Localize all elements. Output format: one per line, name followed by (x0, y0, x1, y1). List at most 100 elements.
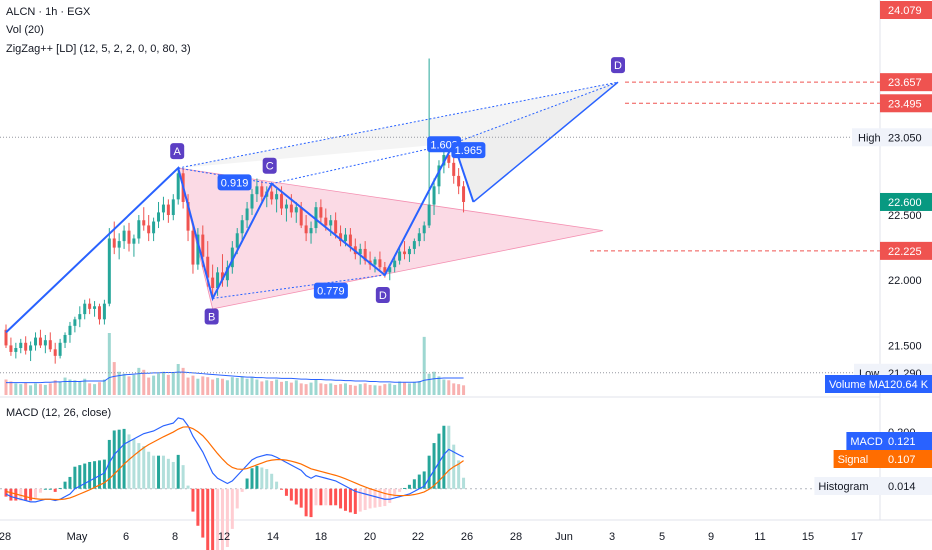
candle-body (107, 238, 111, 304)
histogram-bar (437, 433, 441, 489)
histogram-bar (427, 455, 431, 489)
candle-body (393, 260, 397, 268)
histogram-bar (191, 488, 195, 512)
histogram-tag-value: 0.014 (888, 481, 916, 493)
price-tick: 22.500 (888, 210, 922, 222)
volume-bar (388, 383, 392, 395)
volume-bar (235, 377, 239, 395)
volume-bar (58, 381, 62, 395)
volume-legend[interactable]: Vol (20) (6, 24, 44, 36)
pivot-d: D (379, 290, 387, 302)
histogram-bar (122, 428, 126, 489)
time-axis[interactable]: 28 May 6 8 12 14 18 20 22 26 28 Jun 3 5 9 11 15 17 (0, 531, 863, 543)
histogram-bar (225, 488, 229, 548)
time-tick: 22 (412, 531, 424, 543)
candle-body (343, 234, 347, 242)
macd-line (5, 417, 464, 503)
histogram-bar (289, 488, 293, 501)
volume-bar (299, 383, 303, 395)
volume-bar (9, 381, 13, 395)
candle-body (457, 175, 461, 187)
histogram-bar (24, 488, 28, 501)
time-tick: 28 (510, 531, 522, 543)
volume-bar (34, 383, 38, 395)
candle-body (132, 238, 136, 244)
candle-body (93, 306, 97, 309)
zigzag-legend[interactable]: ZigZag++ [LD] (12, 5, 2, 2, 0, 0, 80, 3) (6, 43, 191, 55)
symbol-legend[interactable]: ALCN · 1h · EGX (6, 6, 91, 18)
histogram-bar (196, 488, 200, 526)
histogram-bar (211, 488, 215, 550)
candle-body (102, 303, 106, 320)
candle-body (34, 337, 38, 346)
price-tag-last-bg (880, 192, 932, 211)
macd-legend[interactable]: MACD (12, 26, close) (6, 407, 112, 419)
volume-bar (97, 382, 101, 395)
candle-body (186, 201, 190, 231)
histogram-bar (457, 460, 461, 489)
candle-body (235, 233, 239, 248)
histogram-bar (299, 488, 303, 508)
histogram-bar (147, 451, 151, 489)
time-tick: May (67, 531, 88, 543)
volume-bar (216, 377, 220, 395)
volume-bar (250, 377, 254, 395)
volume-bar (48, 383, 52, 395)
volume-bar (166, 374, 170, 395)
volume-bar (157, 373, 161, 395)
signal-tag-label-bg (833, 450, 880, 468)
macd-tag-label: MACD (850, 436, 882, 448)
volume-bar (88, 383, 92, 395)
candle-body (432, 186, 436, 205)
volume-bar (117, 371, 121, 395)
histogram-bar (358, 488, 362, 512)
histogram-bar (447, 425, 451, 489)
candle-body (97, 306, 101, 320)
histogram-bar (442, 425, 446, 489)
volume-bar (53, 380, 57, 395)
histogram-bar (43, 488, 47, 490)
volume-bar (201, 376, 205, 395)
candle-body (304, 225, 308, 234)
volume-bar (161, 371, 165, 395)
volume-ma-line (6, 371, 464, 384)
histogram-bar (117, 429, 121, 489)
projection-triangle (453, 82, 618, 202)
projection-dotted-line (453, 81, 619, 144)
candle-body (270, 191, 274, 200)
candle-body (24, 342, 28, 351)
histogram-bar (63, 481, 67, 489)
ratio-label-bg (217, 174, 252, 191)
histogram-bar (265, 469, 269, 489)
candle-body (255, 186, 259, 195)
pivot-d-projected: D (614, 60, 622, 72)
histogram-bar (83, 463, 87, 489)
candle-body (403, 251, 407, 255)
histogram-bar (127, 434, 131, 489)
projection-line (472, 81, 619, 203)
volume-bar (412, 381, 416, 395)
candle-body (284, 204, 288, 209)
candle-body (334, 220, 338, 234)
volume-bar (265, 380, 269, 395)
histogram-bar (368, 488, 372, 509)
volume-bar (43, 384, 47, 395)
candle-body (230, 247, 234, 268)
time-tick: 8 (172, 531, 178, 543)
volume-bar (407, 383, 411, 395)
volume-bar (309, 382, 313, 395)
candle-body (88, 303, 92, 309)
time-tick: 20 (364, 531, 376, 543)
price-axis[interactable]: 23.050 22.500 22.000 21.500 24.079 23.657 23.4… (814, 1, 932, 495)
volume-bar (19, 384, 23, 395)
candle-body (383, 267, 387, 273)
ratio-label: 0.919 (221, 177, 249, 189)
volume-bar (147, 377, 151, 395)
histogram-bar (373, 488, 377, 508)
histogram-bar (38, 488, 42, 493)
volume-bar (152, 375, 156, 395)
volume-bar (137, 367, 141, 395)
volume-bar (363, 383, 367, 395)
